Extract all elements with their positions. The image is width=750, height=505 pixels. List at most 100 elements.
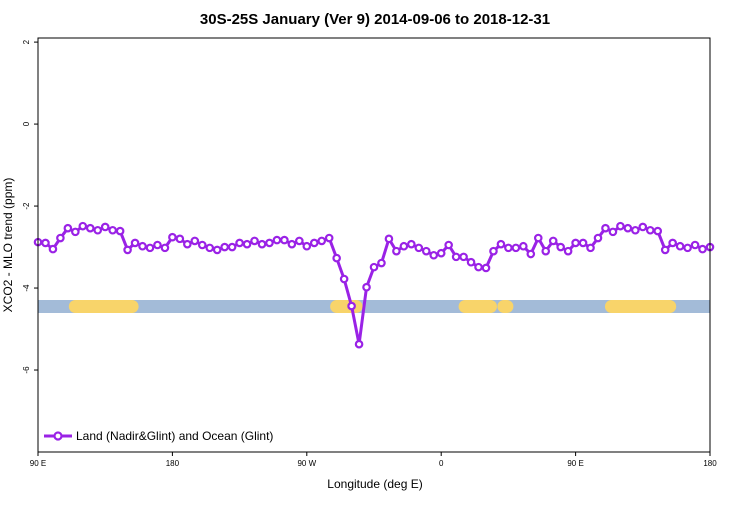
y-tick-label: 2 — [22, 39, 31, 44]
point — [698, 244, 707, 254]
point — [466, 257, 476, 267]
point — [197, 240, 207, 250]
point — [220, 242, 229, 252]
point — [421, 246, 431, 256]
point — [571, 238, 580, 248]
point — [138, 241, 147, 251]
point — [504, 243, 513, 253]
point — [436, 248, 446, 258]
point — [347, 301, 356, 311]
point — [71, 227, 80, 237]
point — [668, 238, 677, 248]
point — [115, 226, 125, 236]
x-tick-label: 180 — [703, 459, 717, 468]
point — [324, 233, 334, 243]
point — [616, 221, 625, 231]
point — [212, 245, 222, 255]
plot-frame — [37, 37, 711, 453]
point — [205, 243, 215, 253]
point — [280, 235, 289, 245]
x-tick-label: 90 E — [30, 459, 46, 468]
point — [608, 227, 618, 237]
point — [556, 242, 565, 252]
y-tick-label: -4 — [22, 284, 31, 292]
point — [519, 241, 528, 251]
point — [257, 239, 267, 249]
point — [638, 222, 648, 232]
point — [541, 246, 551, 256]
point — [578, 238, 588, 248]
point — [653, 226, 663, 236]
point — [168, 232, 177, 242]
plot-area — [33, 221, 715, 349]
point — [645, 225, 655, 235]
y-tick-label: -2 — [22, 202, 31, 210]
point — [354, 339, 364, 349]
point — [190, 236, 200, 246]
legend-marker — [53, 431, 63, 441]
point — [108, 225, 117, 235]
point — [377, 258, 386, 268]
point — [496, 239, 506, 249]
point — [392, 246, 401, 256]
point — [623, 223, 633, 233]
x-axis-title: Longitude (deg E) — [327, 477, 422, 491]
point — [85, 223, 95, 233]
point — [242, 239, 252, 249]
point — [690, 240, 700, 250]
point — [548, 236, 558, 246]
point — [309, 238, 319, 248]
x-tick-label: 0 — [439, 459, 444, 468]
point — [100, 222, 110, 232]
point — [511, 243, 521, 253]
point — [489, 246, 498, 256]
point — [362, 282, 371, 292]
y-tick-label: -6 — [22, 366, 31, 374]
x-tick-label: 90 W — [297, 459, 316, 468]
point — [593, 233, 603, 243]
point — [683, 243, 692, 253]
point — [93, 225, 103, 235]
point — [235, 238, 244, 248]
point — [123, 245, 132, 255]
point — [660, 245, 670, 255]
point — [153, 240, 162, 250]
y-tick-label: 0 — [22, 121, 31, 126]
point — [265, 238, 274, 248]
legend-label: Land (Nadir&Glint) and Ocean (Glint) — [76, 429, 273, 443]
point — [48, 244, 58, 254]
point — [272, 235, 282, 245]
point — [444, 240, 453, 250]
x-tick-label: 180 — [166, 459, 180, 468]
point — [481, 263, 491, 273]
x-tick-label: 90 E — [567, 459, 583, 468]
point — [63, 223, 73, 233]
point — [295, 236, 304, 246]
point — [601, 223, 610, 233]
point — [302, 241, 312, 251]
point — [675, 241, 685, 251]
point — [407, 239, 416, 249]
point — [130, 238, 140, 248]
point — [563, 246, 573, 256]
point — [56, 233, 65, 243]
point — [145, 243, 155, 253]
point — [160, 243, 170, 253]
point — [175, 234, 185, 244]
point — [414, 243, 424, 253]
point — [317, 236, 327, 246]
point — [287, 239, 297, 249]
point — [526, 249, 536, 259]
point — [533, 233, 543, 243]
point — [586, 243, 595, 253]
point — [631, 225, 640, 235]
point — [399, 241, 409, 251]
point — [250, 236, 259, 246]
point — [384, 234, 394, 244]
point — [451, 252, 461, 262]
chart-title: 30S-25S January (Ver 9) 2014-09-06 to 20… — [200, 11, 550, 28]
point — [369, 262, 379, 272]
point — [459, 252, 468, 262]
y-axis-title: XCO2 - MLO trend (ppm) — [1, 178, 15, 313]
